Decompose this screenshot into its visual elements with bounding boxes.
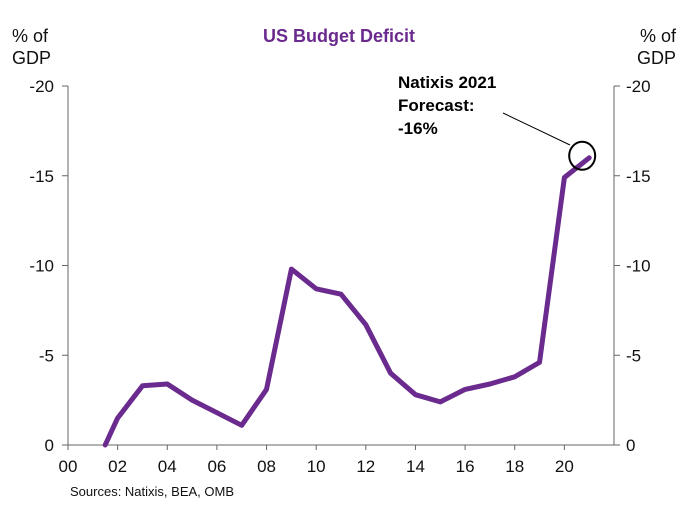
- y-tick-label-left: 0: [45, 436, 54, 455]
- y-tick-label-right: -10: [626, 257, 651, 276]
- y-tick-label-right: -15: [626, 167, 651, 186]
- series-layer: [102, 140, 597, 448]
- right-unit-label-line2: GDP: [637, 48, 676, 68]
- y-tick-label-left: -5: [39, 346, 54, 365]
- axes: [67, 86, 615, 446]
- annotation-line3: -16%: [398, 119, 438, 138]
- x-tick-label: 12: [356, 457, 375, 476]
- chart-title: US Budget Deficit: [263, 26, 415, 46]
- x-tick-label: 20: [555, 457, 574, 476]
- annotation-line1: Natixis 2021: [398, 73, 496, 92]
- y-tick-label-right: -5: [626, 346, 641, 365]
- y-tick-label-left: -20: [29, 77, 54, 96]
- x-tick-label: 04: [158, 457, 177, 476]
- x-tick-label: 14: [406, 457, 425, 476]
- y-tick-label-right: -20: [626, 77, 651, 96]
- y-tick-label-right: 0: [626, 436, 635, 455]
- x-tick-label: 08: [257, 457, 276, 476]
- annotation-leader-line: [502, 112, 571, 146]
- y-tick-label-left: -10: [29, 257, 54, 276]
- y-tick-label-left: -15: [29, 167, 54, 186]
- x-tick-label: 00: [59, 457, 78, 476]
- right-unit-label-line1: % of: [640, 26, 677, 46]
- x-tick-label: 02: [108, 457, 127, 476]
- annotation-line2: Forecast:: [398, 96, 475, 115]
- x-tick-label: 18: [505, 457, 524, 476]
- left-unit-label-line2: GDP: [12, 48, 51, 68]
- x-tick-label: 10: [307, 457, 326, 476]
- forecast-highlight-circle: [568, 140, 597, 171]
- x-tick-label: 16: [456, 457, 475, 476]
- deficit-line: [102, 155, 592, 448]
- x-tick-label: 06: [207, 457, 226, 476]
- left-unit-label-line1: % of: [12, 26, 49, 46]
- source-note: Sources: Natixis, BEA, OMB: [70, 484, 234, 499]
